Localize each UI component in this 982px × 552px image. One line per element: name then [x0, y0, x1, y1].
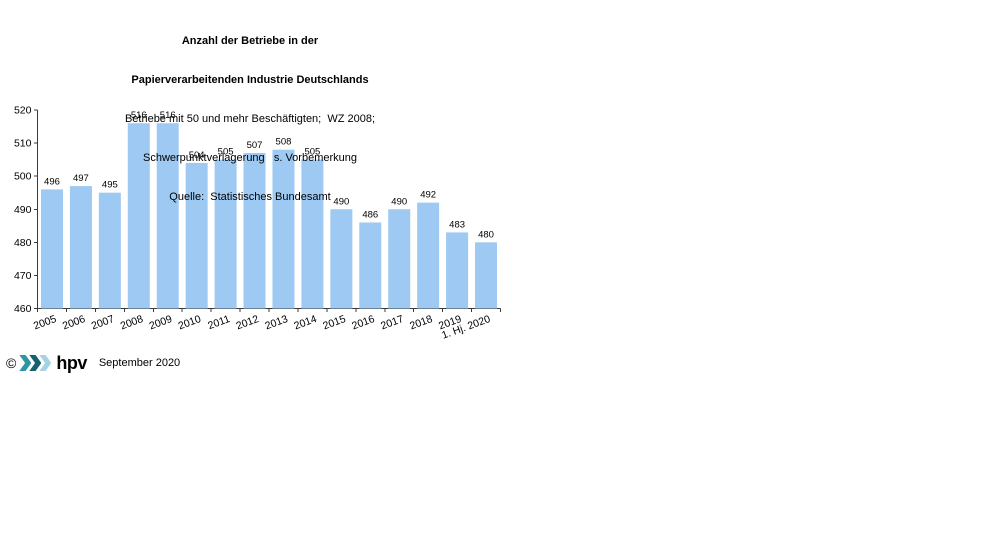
x-category-label: 2011 — [206, 313, 231, 332]
x-category-label: 2010 — [177, 313, 203, 332]
x-category-label: 2018 — [408, 313, 434, 332]
x-category-label: 2014 — [292, 313, 318, 332]
bar — [388, 209, 411, 309]
y-tick-label: 520 — [14, 105, 32, 117]
x-category-label: 2005 — [32, 313, 58, 332]
bar — [272, 149, 295, 309]
y-tick-label: 470 — [14, 270, 32, 282]
bar — [40, 189, 63, 309]
bar — [475, 242, 498, 309]
value-label: 495 — [102, 180, 118, 191]
x-category-label: 2015 — [321, 313, 347, 332]
value-label: 505 — [304, 147, 320, 158]
value-label: 490 — [391, 196, 407, 207]
chart-subtitle-line1: Betriebe mit 50 und mehr Beschäftigten; … — [124, 113, 376, 125]
chart-title-line2: Papierverarbeitenden Industrie Deutschla… — [131, 74, 369, 86]
chart-title-line1: Anzahl der Betriebe in der — [181, 35, 319, 47]
y-tick-label: 500 — [14, 171, 32, 183]
bar — [69, 186, 92, 309]
x-category-label: 2006 — [61, 313, 87, 332]
value-label: 486 — [362, 209, 378, 220]
value-label: 490 — [333, 196, 349, 207]
x-category-label: 2017 — [379, 313, 405, 332]
chart-title-block: Anzahl der Betriebe in der Papierverarbe… — [0, 9, 500, 230]
y-tick-label: 490 — [14, 204, 32, 216]
bar — [156, 123, 179, 309]
y-tick-label: 480 — [14, 237, 32, 249]
x-category-label: 2012 — [235, 313, 261, 332]
bar — [359, 222, 382, 309]
value-label: 492 — [420, 190, 436, 201]
x-category-label: 2009 — [148, 313, 174, 332]
bar — [98, 192, 121, 309]
value-label: 516 — [160, 110, 176, 121]
bar — [330, 209, 353, 309]
chart-subtitle-line2: Schwerpunktverlagerung s. Vorbemerkung — [142, 152, 357, 164]
chevron-icon-3 — [39, 355, 52, 371]
value-label: 505 — [218, 147, 234, 158]
bar — [185, 162, 208, 309]
x-category-label: 2016 — [350, 313, 376, 332]
x-category-label: 2008 — [119, 313, 145, 332]
y-tick-label: 460 — [14, 303, 32, 315]
value-label: 497 — [73, 173, 89, 184]
chevron-icon-2 — [29, 355, 42, 371]
copyright-symbol: © — [6, 355, 17, 371]
value-label: 507 — [247, 140, 263, 151]
chevron-icon-1 — [19, 355, 32, 371]
value-label: 508 — [276, 137, 292, 148]
footer-logo-row: © hpv September 2020 — [6, 351, 180, 375]
value-label: 504 — [189, 150, 205, 161]
bar — [301, 159, 324, 309]
x-category-label: 2013 — [263, 313, 289, 332]
bar — [243, 153, 266, 309]
value-label: 480 — [478, 229, 494, 240]
bar — [214, 159, 237, 309]
hpv-logo-icon — [19, 355, 52, 371]
chart-source: Quelle: Statistisches Bundesamt — [169, 191, 331, 203]
bar — [417, 202, 440, 309]
value-label: 516 — [131, 110, 147, 121]
hpv-logo-text: hpv — [56, 352, 87, 373]
footer-date: September 2020 — [98, 357, 181, 369]
y-tick-label: 510 — [14, 138, 32, 150]
x-category-label: 2007 — [90, 313, 116, 332]
bar — [127, 123, 150, 309]
value-label: 483 — [449, 219, 465, 230]
value-label: 496 — [44, 176, 60, 187]
bar — [446, 232, 469, 309]
